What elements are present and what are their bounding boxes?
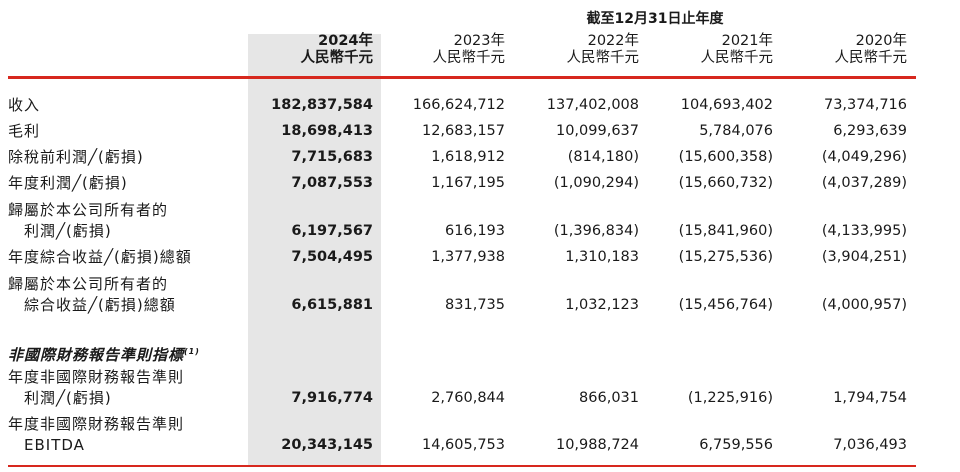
value-2023: 1,377,938 bbox=[431, 249, 505, 265]
row-label-continued: 利潤╱(虧損) bbox=[24, 222, 112, 240]
row-label: 歸屬於本公司所有者的 bbox=[8, 201, 169, 219]
value-2021: (15,600,358) bbox=[678, 149, 773, 165]
column-unit: 人民幣千元 bbox=[834, 50, 908, 66]
table-bottom-divider bbox=[8, 465, 916, 467]
value-2024: 7,087,553 bbox=[291, 175, 373, 191]
value-2023: 616,193 bbox=[445, 223, 505, 239]
value-2022: 866,031 bbox=[579, 390, 639, 406]
value-2024: 7,504,495 bbox=[291, 249, 373, 265]
column-header-2020: 2020年 人民幣千元 bbox=[782, 33, 908, 67]
value-2021: 104,693,402 bbox=[680, 97, 773, 113]
column-header-2024: 2024年 人民幣千元 bbox=[248, 33, 374, 67]
value-2024: 182,837,584 bbox=[271, 97, 373, 113]
highlight-column-2024 bbox=[248, 34, 381, 466]
column-header-2022: 2022年 人民幣千元 bbox=[514, 33, 640, 67]
value-2022: 1,032,123 bbox=[565, 297, 639, 313]
value-2021: (15,275,536) bbox=[678, 249, 773, 265]
value-2022: 137,402,008 bbox=[546, 97, 639, 113]
row-label: 年度非國際財務報告準則 bbox=[8, 415, 185, 433]
value-2021: 5,784,076 bbox=[699, 123, 773, 139]
value-2020: 7,036,493 bbox=[833, 437, 907, 453]
row-label-continued: EBITDA bbox=[24, 436, 85, 454]
value-2024: 7,715,683 bbox=[291, 149, 373, 165]
value-2023: 12,683,157 bbox=[421, 123, 505, 139]
section-heading-non-ifrs: 非國際財務報告準則指標(1) bbox=[8, 344, 200, 365]
period-title: 截至12月31日止年度 bbox=[586, 11, 724, 27]
value-2024: 18,698,413 bbox=[281, 123, 373, 139]
header-divider bbox=[8, 76, 916, 79]
value-2023: 831,735 bbox=[445, 297, 505, 313]
column-year: 2022年 bbox=[587, 33, 639, 49]
value-2024: 6,197,567 bbox=[291, 223, 373, 239]
value-2024: 7,916,774 bbox=[291, 390, 373, 406]
column-header-2021: 2021年 人民幣千元 bbox=[648, 33, 774, 67]
value-2023: 2,760,844 bbox=[431, 390, 505, 406]
row-label-continued: 利潤╱(虧損) bbox=[24, 389, 112, 407]
value-2023: 1,618,912 bbox=[431, 149, 505, 165]
value-2021: 6,759,556 bbox=[699, 437, 773, 453]
column-year: 2020年 bbox=[855, 33, 907, 49]
value-2022: (1,090,294) bbox=[553, 175, 639, 191]
value-2022: (814,180) bbox=[567, 149, 639, 165]
value-2022: 1,310,183 bbox=[565, 249, 639, 265]
column-header-2023: 2023年 人民幣千元 bbox=[380, 33, 506, 67]
value-2023: 166,624,712 bbox=[412, 97, 505, 113]
value-2022: 10,988,724 bbox=[555, 437, 639, 453]
row-label-continued: 綜合收益╱(虧損)總額 bbox=[24, 296, 176, 314]
row-label: 除稅前利潤╱(虧損) bbox=[8, 148, 144, 166]
column-year: 2021年 bbox=[721, 33, 773, 49]
row-label: 年度綜合收益╱(虧損)總額 bbox=[8, 248, 192, 266]
value-2024: 6,615,881 bbox=[291, 297, 373, 313]
row-label: 毛利 bbox=[8, 122, 41, 140]
value-2020: 6,293,639 bbox=[833, 123, 907, 139]
value-2021: (15,456,764) bbox=[678, 297, 773, 313]
row-label: 年度利潤╱(虧損) bbox=[8, 174, 128, 192]
value-2021: (15,660,732) bbox=[678, 175, 773, 191]
value-2021: (15,841,960) bbox=[678, 223, 773, 239]
column-year: 2023年 bbox=[453, 33, 505, 49]
value-2020: 73,374,716 bbox=[823, 97, 907, 113]
column-unit: 人民幣千元 bbox=[700, 50, 774, 66]
value-2021: (1,225,916) bbox=[687, 390, 773, 406]
row-label: 年度非國際財務報告準則 bbox=[8, 368, 185, 386]
value-2020: (4,000,957) bbox=[821, 297, 907, 313]
value-2023: 14,605,753 bbox=[421, 437, 505, 453]
value-2022: (1,396,834) bbox=[553, 223, 639, 239]
value-2020: (4,049,296) bbox=[821, 149, 907, 165]
footnote-marker: (1) bbox=[184, 347, 200, 356]
row-label: 收入 bbox=[8, 96, 41, 114]
value-2023: 1,167,195 bbox=[431, 175, 505, 191]
value-2022: 10,099,637 bbox=[555, 123, 639, 139]
row-label: 歸屬於本公司所有者的 bbox=[8, 275, 169, 293]
column-year: 2024年 bbox=[318, 33, 373, 49]
column-unit: 人民幣千元 bbox=[300, 50, 374, 66]
value-2020: (4,037,289) bbox=[821, 175, 907, 191]
value-2020: (4,133,995) bbox=[821, 223, 907, 239]
column-unit: 人民幣千元 bbox=[432, 50, 506, 66]
section-title: 非國際財務報告準則指標 bbox=[8, 346, 185, 364]
value-2024: 20,343,145 bbox=[281, 437, 373, 453]
value-2020: (3,904,251) bbox=[821, 249, 907, 265]
value-2020: 1,794,754 bbox=[833, 390, 907, 406]
column-unit: 人民幣千元 bbox=[566, 50, 640, 66]
